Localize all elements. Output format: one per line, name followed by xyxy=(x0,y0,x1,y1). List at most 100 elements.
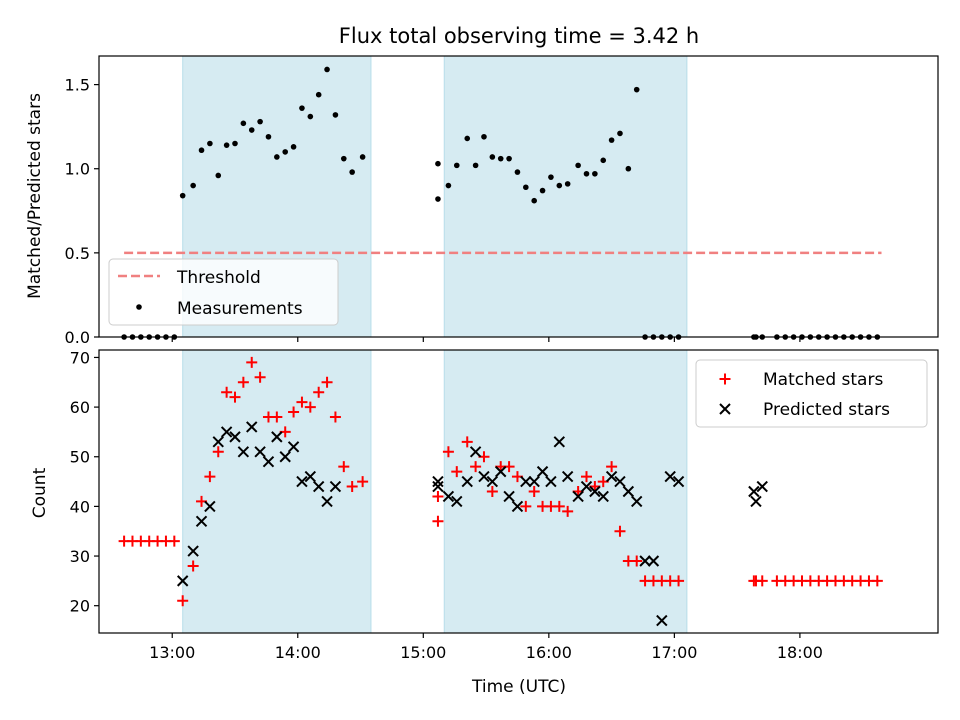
measurement-point xyxy=(215,172,222,179)
matched-stars-point xyxy=(614,525,626,537)
matched-stars-point xyxy=(673,575,685,587)
predicted-stars-point xyxy=(478,470,490,483)
predicted-stars-point xyxy=(545,475,557,488)
predicted-stars-point xyxy=(528,475,540,488)
matched-stars-point xyxy=(237,376,249,388)
predicted-stars-point xyxy=(432,475,444,488)
y-tick-label: 20 xyxy=(70,597,90,616)
count-panel-xlabel: Time (UTC) xyxy=(471,677,566,697)
measurement-point xyxy=(531,197,537,204)
measurement-point xyxy=(472,162,479,169)
matched-stars-point xyxy=(432,490,444,502)
predicted-stars-point xyxy=(296,475,308,488)
predicted-stars-point xyxy=(520,475,532,488)
legend-measurement-swatch xyxy=(136,304,142,310)
predicted-stars-point xyxy=(631,495,643,508)
predicted-stars-point xyxy=(461,475,473,488)
predicted-stars-point xyxy=(321,495,333,508)
legend-predicted-swatch xyxy=(719,403,731,415)
matched-stars-point xyxy=(221,386,233,398)
predicted-stars-point xyxy=(756,480,768,493)
matched-stars-point xyxy=(871,575,883,587)
predicted-stars-point xyxy=(304,470,317,483)
matched-stars-point xyxy=(631,555,643,567)
predicted-stars-point xyxy=(254,446,266,458)
predicted-stars-point xyxy=(622,485,635,498)
predicted-stars-point xyxy=(246,421,258,433)
matched-stars-point xyxy=(580,471,592,483)
measurement-point xyxy=(445,182,452,189)
measurement-point xyxy=(464,135,471,142)
matched-stars-point xyxy=(528,486,540,497)
measurement-point xyxy=(359,154,366,160)
legend: Matched stars Predicted stars xyxy=(695,359,928,428)
chart-title: Flux total observing time = 3.42 h xyxy=(339,24,699,48)
predicted-stars-point xyxy=(597,490,609,503)
measurement-point xyxy=(179,192,186,199)
measurement-point xyxy=(307,113,314,120)
count-panel: 20 30 40 50 60 70 13:00 14:00 15:00 16:00 17:00 18:… xyxy=(70,348,939,662)
measurement-point xyxy=(539,187,546,194)
measurement-point xyxy=(506,155,512,162)
legend-matched-label: Matched stars xyxy=(763,370,883,390)
measurement-point xyxy=(608,137,615,143)
matched-stars-point xyxy=(254,371,266,383)
matched-stars-point xyxy=(212,446,224,458)
predicted-stars-point xyxy=(495,465,507,478)
measurement-point xyxy=(633,86,640,93)
predicted-stars-point xyxy=(572,490,584,503)
predicted-stars-point xyxy=(329,480,342,493)
measurement-point xyxy=(583,170,590,177)
matched-stars-point xyxy=(756,575,768,587)
legend-measurement-label: Measurements xyxy=(177,299,303,319)
y-tick-label: 0.5 xyxy=(65,244,90,263)
measurement-point xyxy=(625,165,632,172)
y-tick-label: 40 xyxy=(70,497,90,516)
y-tick-label: 30 xyxy=(70,547,90,566)
predicted-stars-point xyxy=(605,470,618,483)
predicted-stars-point xyxy=(486,475,499,488)
measurement-point xyxy=(548,174,554,180)
predicted-stars-point xyxy=(237,446,250,458)
measurement-point xyxy=(223,142,230,148)
predicted-stars-point xyxy=(647,555,660,567)
measurement-point xyxy=(299,105,305,111)
measurement-point xyxy=(617,130,623,137)
x-tick-label: 15:00 xyxy=(400,643,446,662)
matched-stars-point xyxy=(296,396,308,408)
predicted-stars-point xyxy=(639,555,651,567)
matched-stars-point xyxy=(338,461,350,473)
measurement-point xyxy=(349,169,355,175)
measurement-point xyxy=(265,133,272,140)
measurement-point xyxy=(564,181,571,187)
measurement-point xyxy=(523,184,529,191)
ratio-panel: 0.0 0.5 1.0 1.5 Threshold Measurements xyxy=(65,55,939,347)
x-tick-label: 13:00 xyxy=(149,643,195,662)
predicted-stars-point xyxy=(469,446,482,458)
matched-stars-point xyxy=(229,391,241,403)
matched-stars-point xyxy=(204,471,216,483)
measurement-point xyxy=(435,160,441,167)
matched-stars-point xyxy=(520,500,532,512)
matched-stars-point xyxy=(606,461,618,473)
x-tick-label: 14:00 xyxy=(275,643,321,662)
legend-matched-swatch xyxy=(719,373,731,385)
count-panel-ylabel: Count xyxy=(30,467,50,518)
predicted-stars-point xyxy=(220,426,233,438)
y-tick-label: 0.0 xyxy=(65,328,90,347)
y-tick-label: 1.0 xyxy=(65,160,90,179)
x-tick-label: 16:00 xyxy=(526,643,572,662)
measurement-point xyxy=(257,118,263,125)
matched-stars-point xyxy=(346,481,358,493)
measurement-point xyxy=(340,155,347,162)
predicted-stars-point xyxy=(750,495,762,508)
matched-stars-point xyxy=(470,461,482,473)
predicted-stars-point xyxy=(451,495,463,508)
legend: Threshold Measurements xyxy=(108,258,339,326)
measurement-point xyxy=(332,112,339,118)
predicted-stars-point xyxy=(536,465,549,478)
measurement-point xyxy=(240,120,247,127)
predicted-stars-point xyxy=(204,500,216,513)
y-tick-label: 1.5 xyxy=(65,76,90,95)
matched-stars-point xyxy=(442,446,454,458)
